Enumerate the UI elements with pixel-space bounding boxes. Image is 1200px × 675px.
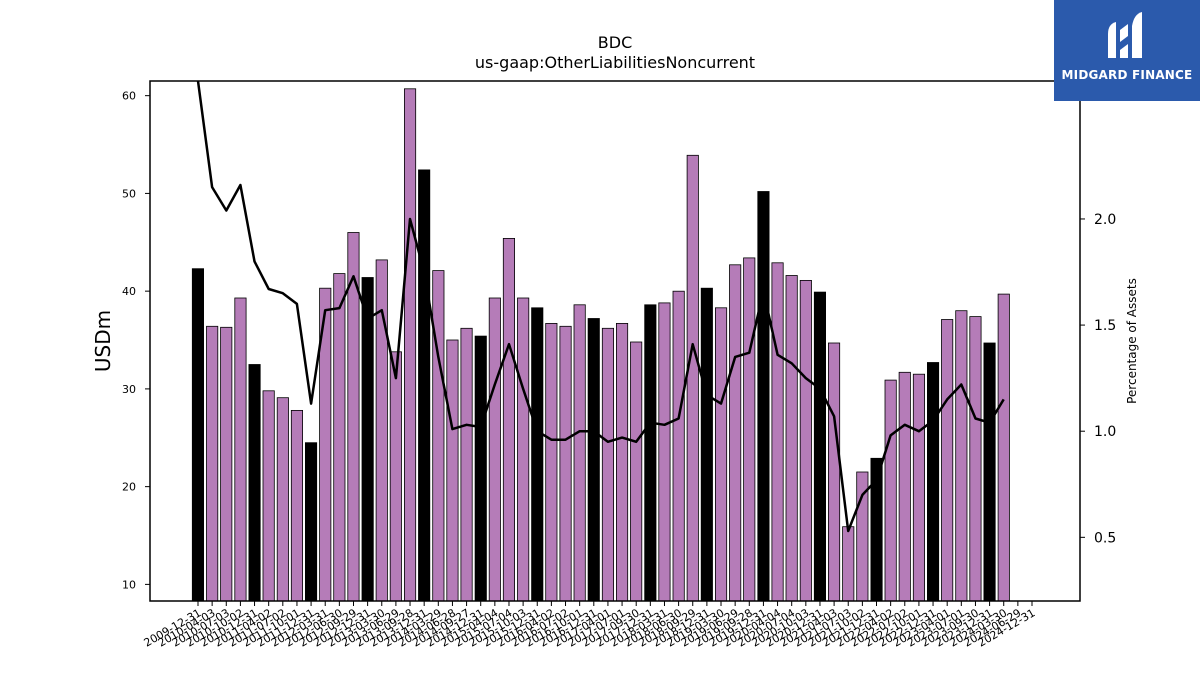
y2-tick-label: 2.0 <box>1094 212 1116 228</box>
y-tick-label: 30 <box>122 383 136 396</box>
y2-axis-label: Percentage of Assets <box>1125 278 1139 404</box>
bar <box>686 154 699 602</box>
bar <box>630 341 643 602</box>
bar <box>290 409 303 602</box>
percentage-line <box>196 81 1005 533</box>
bar <box>418 169 431 602</box>
logo-mark-icon <box>1108 12 1142 58</box>
bar <box>432 270 445 602</box>
axes: 1020304050600.51.01.52.02009-12-312010-0… <box>122 80 1116 650</box>
bar <box>276 397 289 602</box>
bar <box>644 304 657 602</box>
bar <box>587 318 600 602</box>
bar <box>785 275 798 602</box>
bar <box>743 257 756 602</box>
bar <box>842 526 855 602</box>
midgard-finance-logo: MIDGARD FINANCE <box>1054 0 1200 101</box>
bar <box>601 327 614 602</box>
bar <box>616 322 629 602</box>
bar <box>898 371 911 602</box>
y2-tick-label: 1.0 <box>1094 424 1116 440</box>
bar <box>813 291 826 602</box>
bar <box>729 264 742 602</box>
bar <box>997 293 1010 602</box>
y2-tick-label: 0.5 <box>1094 530 1116 546</box>
bar <box>191 268 205 602</box>
bar <box>927 362 940 602</box>
y-axis-label: USDm <box>91 310 115 372</box>
bar <box>700 287 713 602</box>
y-tick-label: 20 <box>122 481 136 494</box>
bar <box>715 307 728 602</box>
chart-title: BDC <box>598 33 632 52</box>
bar <box>771 262 784 602</box>
bar <box>559 325 572 602</box>
bar <box>757 191 770 602</box>
bar-series <box>191 88 1010 602</box>
bar <box>799 279 812 602</box>
bar <box>361 277 374 602</box>
bar <box>403 88 417 602</box>
bar <box>531 307 544 602</box>
y2-tick-label: 1.5 <box>1094 318 1116 334</box>
bar <box>460 327 473 602</box>
chart-subtitle: us-gaap:OtherLiabilitiesNoncurrent <box>475 53 755 72</box>
bar <box>333 273 346 602</box>
bar <box>517 297 530 602</box>
bar <box>262 390 275 602</box>
percentage-line-series <box>196 81 1005 533</box>
bar <box>941 319 954 602</box>
y-tick-label: 50 <box>122 187 136 200</box>
bar <box>502 237 515 602</box>
bar <box>234 297 247 602</box>
bar <box>884 379 897 602</box>
bar <box>304 442 318 602</box>
bar <box>658 302 671 602</box>
y-tick-label: 10 <box>122 578 136 591</box>
bar <box>983 342 996 602</box>
bar <box>220 326 233 602</box>
bar <box>248 364 261 602</box>
logo-text: MIDGARD FINANCE <box>1061 68 1193 82</box>
bar <box>446 339 459 602</box>
bar <box>545 322 558 602</box>
bar <box>828 342 841 602</box>
y-tick-label: 40 <box>122 285 136 298</box>
y-tick-label: 60 <box>122 90 136 103</box>
bar <box>969 316 982 602</box>
bar <box>474 335 487 602</box>
bar <box>955 310 968 602</box>
bar <box>573 304 586 602</box>
bar <box>488 297 501 602</box>
bar <box>672 290 685 602</box>
plot-frame <box>149 80 1081 602</box>
bar <box>206 325 219 602</box>
bar <box>389 351 402 602</box>
bar <box>912 373 925 602</box>
